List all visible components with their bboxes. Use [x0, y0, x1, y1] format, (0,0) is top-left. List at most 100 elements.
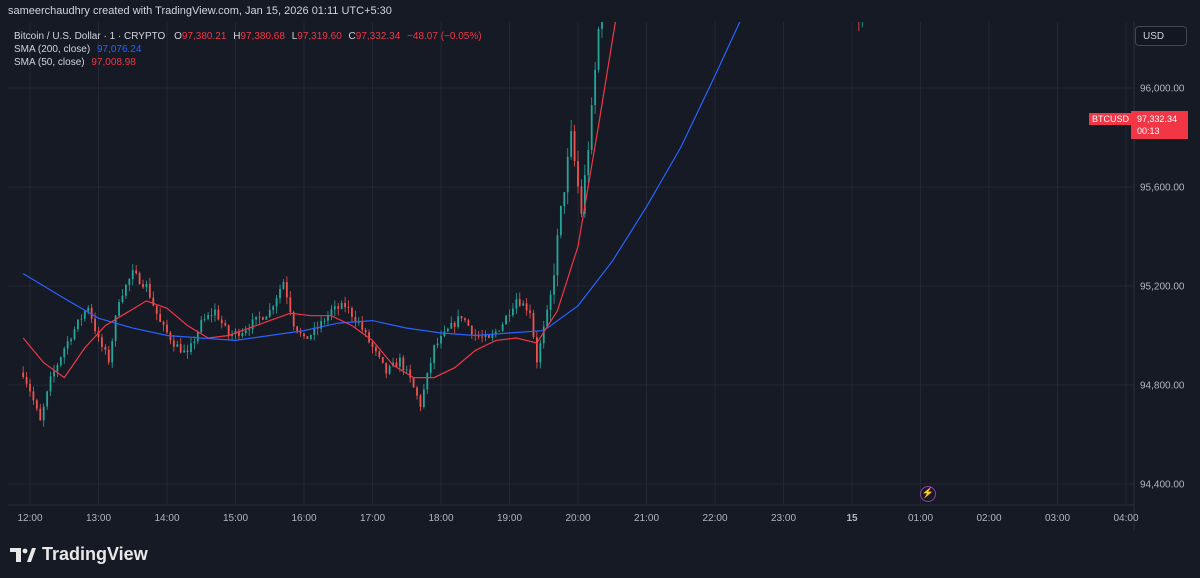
- candle-up: [522, 303, 525, 306]
- time-axis[interactable]: 12:00 13:00 14:00 15:00 16:00 17:00 18:00 19:00…: [8, 504, 1139, 524]
- grid-lines: [8, 22, 1134, 505]
- candle-down: [292, 312, 295, 327]
- candle-up: [118, 302, 120, 316]
- candle-up: [512, 308, 514, 316]
- candle-up: [131, 270, 134, 280]
- low-value: 97,319.60: [297, 31, 342, 42]
- candle-up: [241, 333, 244, 336]
- candle-down: [354, 317, 357, 323]
- candle-down: [104, 346, 107, 350]
- candle-down: [364, 329, 367, 333]
- candle-down: [32, 391, 35, 401]
- time-tick-label: 01:00: [908, 513, 933, 524]
- candle-down: [419, 395, 422, 407]
- candle-down: [142, 284, 144, 288]
- candle-down: [101, 337, 103, 347]
- last-price-value: 97,332.34: [1137, 114, 1178, 124]
- candle-down: [299, 331, 302, 334]
- candle-down: [453, 322, 456, 327]
- candle-up: [53, 371, 55, 377]
- candle-up: [49, 376, 52, 392]
- candle-up: [549, 294, 552, 310]
- time-tick-label: 17:00: [360, 513, 385, 524]
- candle-up: [542, 326, 545, 344]
- time-tick-label: 20:00: [565, 513, 590, 524]
- time-tick-label: 19:00: [497, 513, 522, 524]
- candle-up: [183, 350, 186, 353]
- price-tick-label: 94,400.00: [1140, 480, 1185, 491]
- candle-down: [25, 376, 28, 384]
- high-value: 97,380.68: [240, 31, 285, 42]
- plot-area[interactable]: [8, 22, 1134, 530]
- candle-down: [94, 318, 96, 332]
- candle-up: [426, 372, 429, 390]
- candle-down: [477, 335, 480, 337]
- close-value: 97,332.34: [355, 31, 401, 42]
- currency-button[interactable]: USD: [1135, 26, 1187, 46]
- candle-up: [429, 362, 432, 373]
- candle-down: [464, 318, 466, 321]
- sma200-label[interactable]: SMA (200, close): [14, 44, 91, 55]
- candle-up: [553, 275, 555, 295]
- candle-down: [385, 362, 388, 374]
- candle-down: [159, 313, 162, 322]
- candle-down: [97, 331, 100, 338]
- symbol-legend[interactable]: Bitcoin / U.S. Dollar · 1 · CRYPTO O 97,3…: [14, 31, 482, 42]
- candle-down: [210, 314, 213, 316]
- lightning-icon[interactable]: ⚡: [920, 486, 936, 502]
- candle-up: [196, 332, 199, 342]
- time-tick-label: 04:00: [1113, 513, 1138, 524]
- sma50-label[interactable]: SMA (50, close): [14, 57, 85, 68]
- sma200-legend[interactable]: SMA (200, close) 97,076.24: [14, 44, 141, 55]
- candle-up: [440, 336, 442, 344]
- time-tick-label: 12:00: [17, 513, 42, 524]
- candle-down: [262, 317, 264, 320]
- candle-down: [371, 342, 374, 348]
- sma50-legend[interactable]: SMA (50, close) 97,008.98: [14, 57, 136, 68]
- candle-up: [505, 315, 507, 325]
- candle-down: [532, 312, 535, 338]
- candle-up: [498, 330, 501, 332]
- symbol-title[interactable]: Bitcoin / U.S. Dollar · 1 · CRYPTO: [14, 31, 166, 42]
- candle-down: [412, 377, 415, 388]
- tradingview-logo[interactable]: TradingView: [10, 544, 148, 565]
- low-label: L: [291, 31, 298, 42]
- symbol-price-tag: BTCUSD: [1089, 113, 1133, 125]
- sma200-value: 97,076.24: [96, 44, 142, 55]
- candle-up: [340, 302, 343, 309]
- candle-up: [399, 357, 401, 367]
- candle-up: [63, 348, 66, 358]
- tradingview-logo-icon: [10, 547, 36, 562]
- candle-up: [570, 131, 573, 157]
- candle-down: [347, 307, 350, 309]
- candle-up: [323, 320, 326, 322]
- open-label: O: [174, 31, 182, 42]
- price-axis[interactable]: 97,600.0096,800.0096,400.0096,000.0095,6…: [1133, 0, 1185, 530]
- candle-up: [546, 309, 549, 327]
- footer: [0, 530, 1200, 578]
- candle-down: [344, 302, 346, 308]
- candle-down: [227, 325, 230, 336]
- candle-down: [238, 330, 240, 336]
- candle-up: [559, 206, 562, 236]
- candle-up: [388, 366, 391, 374]
- candle-down: [378, 351, 381, 357]
- candle-up: [446, 328, 449, 332]
- candle-up: [563, 192, 566, 207]
- candle-down: [224, 323, 227, 326]
- time-tick-label: 15:00: [223, 513, 248, 524]
- time-tick-label: 13:00: [86, 513, 111, 524]
- price-change: −48.07 (−0.05%): [407, 31, 482, 42]
- candle-down: [90, 307, 93, 319]
- candle-up: [590, 105, 593, 151]
- close-label: C: [348, 31, 356, 42]
- candle-down: [172, 340, 175, 347]
- candle-up: [255, 316, 257, 320]
- candle-up: [320, 321, 323, 329]
- candle-up: [70, 339, 72, 342]
- candle-down: [306, 336, 309, 339]
- candle-down: [481, 336, 483, 338]
- candle-up: [176, 344, 179, 347]
- candle-down: [303, 333, 305, 337]
